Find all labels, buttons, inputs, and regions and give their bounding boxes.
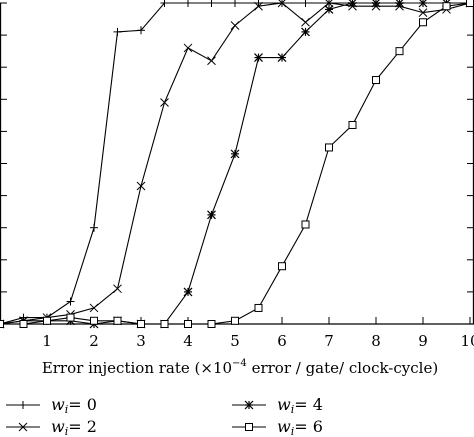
data-point <box>66 313 75 322</box>
data-point <box>207 56 216 66</box>
data-point <box>277 0 287 8</box>
x-tick-label: 8 <box>371 332 381 350</box>
legend-label: wi= 6 <box>277 417 323 437</box>
data-point <box>136 181 146 191</box>
data-point <box>160 320 169 328</box>
legend: wi= 0wi= 2 wi= 4wi= 6 <box>6 395 323 437</box>
data-point <box>324 0 334 8</box>
legend-item: wi= 4 <box>232 395 323 416</box>
data-point <box>254 53 263 62</box>
data-point <box>245 423 253 431</box>
data-point <box>301 0 310 7</box>
series-layer <box>0 0 474 329</box>
data-point <box>19 401 27 409</box>
data-point <box>89 303 99 313</box>
data-point <box>301 17 310 27</box>
data-point <box>301 220 310 229</box>
data-point <box>230 149 240 159</box>
x-axis-title-exp: −4 <box>232 358 247 369</box>
data-point <box>207 210 216 220</box>
data-point <box>113 27 122 36</box>
data-point <box>184 0 192 7</box>
data-point <box>230 21 240 30</box>
data-point <box>113 316 122 325</box>
legend-item: wi= 2 <box>6 417 97 437</box>
data-point <box>66 297 75 306</box>
data-point <box>325 143 333 152</box>
data-point <box>231 316 239 325</box>
data-point <box>348 120 357 129</box>
x-tick-labels: 1 2 3 4 5 6 7 8 9 10 <box>42 332 474 350</box>
x-axis-title-mult: ×10 <box>200 359 232 377</box>
data-point <box>18 422 28 432</box>
data-point <box>371 0 381 8</box>
legend-label: wi= 0 <box>51 395 97 416</box>
data-point <box>395 47 404 56</box>
data-point <box>90 223 98 232</box>
x-tick-label: 1 <box>42 332 52 350</box>
data-point <box>466 0 474 7</box>
data-point <box>418 0 428 8</box>
x-tick-label: 7 <box>324 332 334 350</box>
x-axis-title: Error injection rate (×10−4 error / gate… <box>42 358 438 377</box>
data-point <box>160 98 169 107</box>
data-point <box>113 284 122 294</box>
data-point <box>419 18 427 27</box>
legend-item: wi= 0 <box>6 395 97 416</box>
data-point <box>184 320 192 328</box>
legend-label: wi= 2 <box>51 417 97 437</box>
x-tick-label: 6 <box>277 332 287 350</box>
data-point <box>207 320 216 328</box>
data-point <box>418 8 428 17</box>
data-point <box>207 0 216 7</box>
series-3 <box>0 0 474 328</box>
data-point <box>324 4 334 14</box>
data-point <box>137 26 145 35</box>
data-point <box>372 76 380 85</box>
x-axis-title-prefix: Error injection rate ( <box>42 359 201 377</box>
data-point <box>278 262 286 271</box>
data-point <box>90 316 98 325</box>
data-point <box>442 2 451 11</box>
data-point <box>244 400 254 410</box>
x-tick-label: 10 <box>460 332 474 350</box>
x-tick-label: 3 <box>136 332 146 350</box>
x-tick-label: 4 <box>183 332 193 350</box>
data-point <box>301 27 310 37</box>
data-point <box>19 320 28 328</box>
x-axis-title-suffix: error / gate/ clock-cycle) <box>247 359 438 377</box>
x-tick-label: 9 <box>418 332 428 350</box>
data-point <box>0 320 4 328</box>
data-point <box>183 287 193 297</box>
data-point <box>43 316 51 325</box>
x-tick-label: 2 <box>89 332 99 350</box>
legend-item: wi= 6 <box>232 417 323 437</box>
data-point <box>183 43 193 53</box>
data-point <box>254 303 263 312</box>
data-point <box>231 0 239 7</box>
data-point <box>160 0 169 7</box>
data-point <box>348 0 357 8</box>
data-point <box>395 0 404 8</box>
legend-label: wi= 4 <box>277 395 323 416</box>
x-tick-label: 5 <box>230 332 240 350</box>
data-point <box>137 320 145 328</box>
data-point <box>277 53 287 62</box>
data-point <box>254 1 263 11</box>
